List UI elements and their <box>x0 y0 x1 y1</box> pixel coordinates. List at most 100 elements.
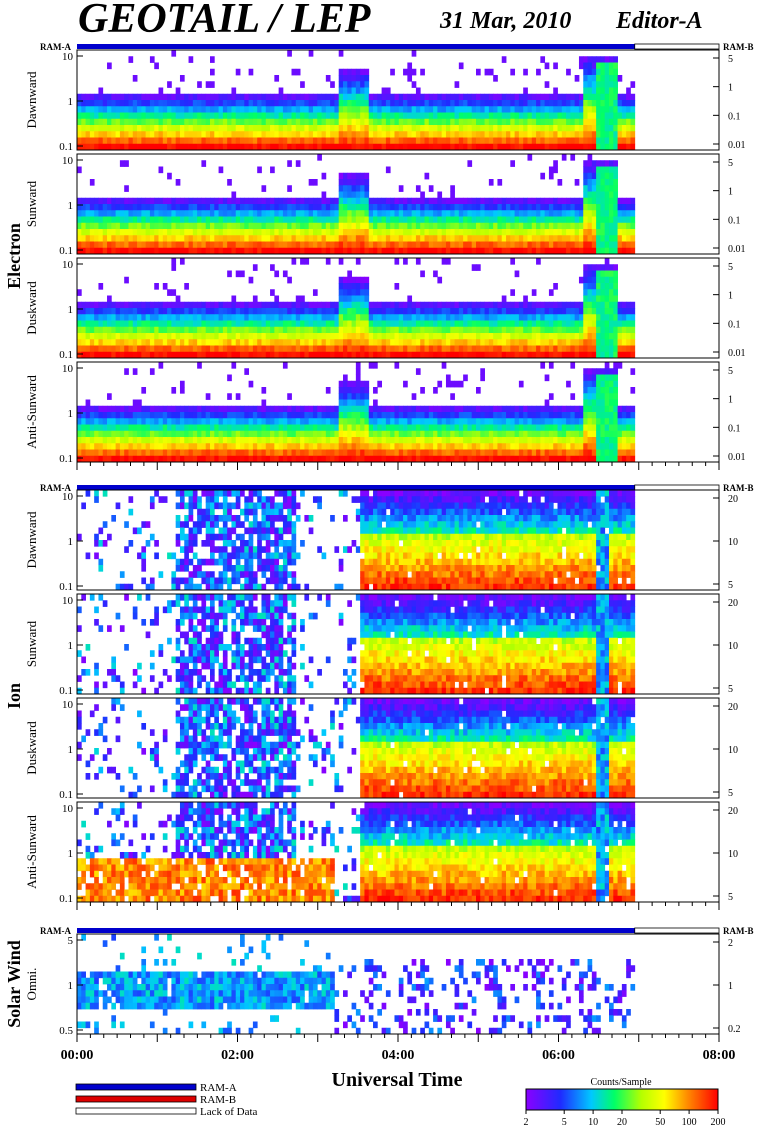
spectrogram-cell <box>115 443 121 450</box>
spectrogram-cell <box>613 81 618 88</box>
spectrogram-cell <box>188 455 194 463</box>
spectrogram-cell <box>231 125 237 132</box>
spectrogram-cell <box>428 314 434 321</box>
spectrogram-cell <box>248 314 254 321</box>
spectrogram-cell <box>179 125 185 132</box>
spectrogram-cell <box>523 418 528 425</box>
spectrogram-cell <box>596 160 601 167</box>
spectrogram-cell <box>325 241 331 249</box>
spectrogram-cell <box>98 418 104 425</box>
spectrogram-cell <box>587 345 593 353</box>
spectrogram-cell <box>445 326 451 334</box>
spectrogram-cell <box>476 106 481 113</box>
spectrogram-cell <box>167 320 172 328</box>
spectrogram-cell <box>488 455 494 463</box>
spectrogram-cell <box>197 345 202 353</box>
spectrogram-cell <box>179 204 185 211</box>
spectrogram-cell <box>312 210 318 217</box>
spectrogram-cell <box>141 412 147 419</box>
spectrogram-cell <box>343 191 348 199</box>
spectrogram-cell <box>355 393 361 400</box>
spectrogram-cell <box>604 258 610 265</box>
spectrogram-cell <box>248 326 254 334</box>
spectrogram-cell <box>201 333 207 340</box>
spectrogram-cell <box>536 131 541 138</box>
spectrogram-cell <box>214 106 219 113</box>
spectrogram-cell <box>506 455 511 463</box>
spectrogram-cell <box>175 430 181 438</box>
spectrogram-cell <box>441 314 447 321</box>
spectrogram-cell <box>518 100 524 107</box>
spectrogram-cell <box>570 345 576 353</box>
spectrogram-cell <box>184 339 189 346</box>
spectrogram-cell <box>458 308 464 315</box>
spectrogram-cell <box>102 100 108 107</box>
spectrogram-cell <box>94 100 99 107</box>
spectrogram-cell <box>484 345 490 353</box>
spectrogram-cell <box>578 326 584 334</box>
spectrogram-cell <box>98 210 104 217</box>
spectrogram-cell <box>312 314 318 321</box>
spectrogram-cell <box>621 125 627 132</box>
spectrogram-cell <box>210 339 215 346</box>
spectrogram-cell <box>544 93 550 101</box>
spectrogram-cell <box>265 204 271 211</box>
spectrogram-cell <box>145 210 151 217</box>
spectrogram-cell <box>167 289 172 296</box>
spectrogram-cell <box>548 320 554 328</box>
spectrogram-cell <box>578 301 584 309</box>
spectrogram-cell <box>115 449 121 457</box>
spectrogram-cell <box>295 93 301 101</box>
spectrogram-cell <box>291 339 297 346</box>
spectrogram-cell <box>107 137 112 145</box>
spectrogram-cell <box>252 210 258 217</box>
spectrogram-cell <box>420 455 425 463</box>
spectrogram-cell <box>141 235 147 242</box>
spectrogram-cell <box>145 443 151 450</box>
spectrogram-cell <box>248 380 254 388</box>
spectrogram-cell <box>321 112 327 120</box>
spectrogram-cell <box>184 197 189 205</box>
spectrogram-cell <box>407 93 413 101</box>
spectrogram-cell <box>89 247 95 255</box>
spectrogram-cell <box>343 430 348 438</box>
spectrogram-cell <box>261 125 267 132</box>
spectrogram-cell <box>304 125 310 132</box>
spectrogram-cell <box>600 197 606 205</box>
spectrogram-cell <box>154 216 159 224</box>
spectrogram-cell <box>385 235 391 242</box>
spectrogram-cell <box>81 443 86 450</box>
spectrogram-cell <box>111 100 117 107</box>
spectrogram-cell <box>300 345 305 353</box>
spectrogram-cell <box>300 295 305 303</box>
spectrogram-cell <box>351 301 357 309</box>
spectrogram-cell <box>295 326 301 334</box>
spectrogram-cell <box>192 351 198 359</box>
spectrogram-cell <box>119 222 125 230</box>
spectrogram-cell <box>574 222 580 230</box>
spectrogram-cell <box>540 320 546 328</box>
spectrogram-cell <box>321 333 327 340</box>
spectrogram-cell <box>141 326 147 334</box>
spectrogram-cell <box>467 235 473 242</box>
spectrogram-cell <box>583 143 588 151</box>
spectrogram-cell <box>600 125 606 132</box>
spectrogram-cell <box>531 289 537 296</box>
spectrogram-cell <box>282 412 288 419</box>
spectrogram-cell <box>501 351 507 359</box>
spectrogram-cell <box>227 430 232 438</box>
spectrogram-cell <box>244 118 250 126</box>
spectrogram-cell <box>351 125 357 132</box>
spectrogram-cell <box>102 326 108 334</box>
spectrogram-cell <box>415 87 421 95</box>
spectrogram-cell <box>613 106 618 113</box>
spectrogram-cell <box>188 137 194 145</box>
spectrogram-cell <box>334 437 340 444</box>
spectrogram-cell <box>514 455 520 463</box>
spectrogram-cell <box>188 301 194 309</box>
spectrogram-cell <box>441 222 447 230</box>
spectrogram-cell <box>192 137 198 145</box>
spectrogram-cell <box>364 81 370 88</box>
spectrogram-cell <box>604 75 610 82</box>
spectrogram-cell <box>433 430 438 438</box>
